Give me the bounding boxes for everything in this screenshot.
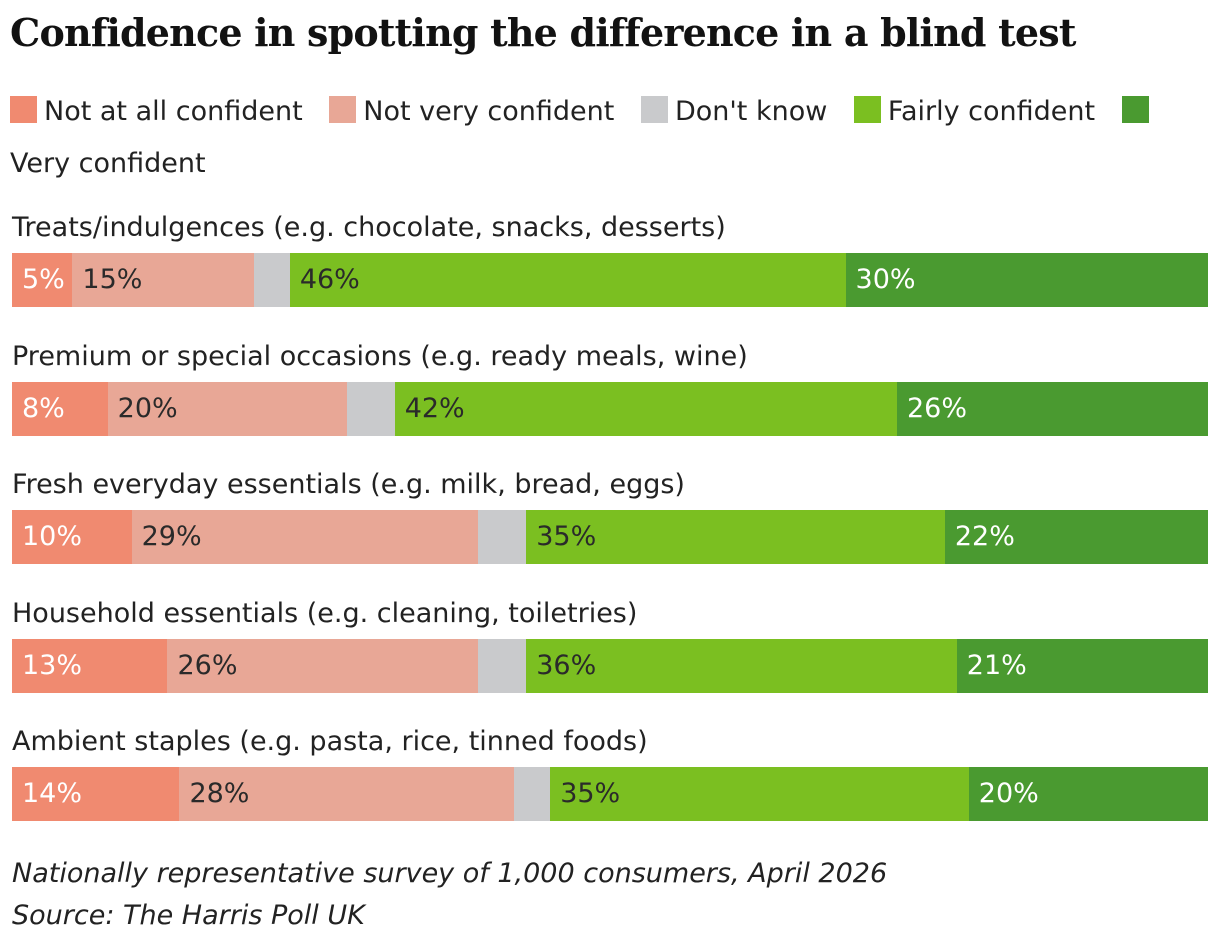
category-label: Fresh everyday essentials (e.g. milk, br…: [12, 469, 685, 500]
bar-segment: 8%: [12, 382, 108, 436]
data-label: 20%: [978, 778, 1039, 809]
bar-segment: 35%: [526, 510, 945, 564]
bar-segment: 15%: [72, 253, 254, 307]
survey-note: Nationally representative survey of 1,00…: [12, 858, 888, 889]
data-label: 15%: [82, 264, 143, 295]
data-label: 21%: [966, 650, 1027, 681]
bar-segment: 42%: [394, 382, 897, 436]
stacked-bar: 5% 15% 46% 30%: [12, 253, 1208, 307]
category-label: Ambient staples (e.g. pasta, rice, tinne…: [12, 726, 648, 757]
bar-segment: [346, 382, 395, 436]
bar-segment: 14%: [12, 767, 180, 821]
data-label: 42%: [404, 393, 465, 424]
legend-swatch: [853, 96, 881, 123]
legend-swatch: [329, 96, 357, 123]
stacked-bar: 8% 20% 42% 26%: [12, 382, 1208, 436]
bar-segment: 20%: [107, 382, 347, 436]
data-label: 26%: [177, 650, 238, 681]
stacked-bar: 13% 26% 36% 21%: [12, 639, 1208, 693]
chart-title: Confidence in spotting the difference in…: [10, 10, 1076, 55]
legend-label: Don't know: [674, 96, 828, 127]
legend-swatch: [640, 96, 668, 123]
stacked-bar: 10% 29% 35% 22%: [12, 510, 1208, 564]
legend-item: Fairly confident: [853, 96, 1096, 127]
bar-segment: [478, 639, 527, 693]
bar-segment: 13%: [12, 639, 168, 693]
source-note: Source: The Harris Poll UK: [12, 900, 365, 931]
category-label: Treats/indulgences (e.g. chocolate, snac…: [12, 212, 726, 243]
data-label: 5%: [22, 264, 65, 295]
bar-segment: 26%: [897, 382, 1208, 436]
bar-segment: 22%: [944, 510, 1208, 564]
legend-label: Not very confident: [363, 96, 615, 127]
data-label: 35%: [536, 521, 597, 552]
legend-label: Not at all confident: [44, 96, 303, 127]
data-label: 13%: [22, 650, 83, 681]
legend-item: Not very confident: [329, 96, 614, 127]
bar-segment: 36%: [526, 639, 957, 693]
legend-item: Not at all confident: [10, 96, 303, 127]
legend-swatch: [10, 96, 37, 123]
data-label: 35%: [560, 778, 621, 809]
data-label: 14%: [22, 778, 83, 809]
bar-segment: [514, 767, 551, 821]
legend-swatch: [1121, 96, 1149, 123]
category-label: Premium or special occasions (e.g. ready…: [12, 341, 748, 372]
bar-segment: 21%: [956, 639, 1208, 693]
bar-segment: 28%: [179, 767, 515, 821]
data-label: 28%: [189, 778, 250, 809]
data-label: 20%: [117, 393, 178, 424]
category-label: Household essentials (e.g. cleaning, toi…: [12, 598, 638, 629]
bar-segment: 46%: [289, 253, 846, 307]
data-label: 10%: [22, 521, 83, 552]
bar-segment: 26%: [167, 639, 479, 693]
data-label: 26%: [907, 393, 968, 424]
bar-segment: [478, 510, 527, 564]
legend-item: Don't know: [640, 96, 828, 127]
chart-legend: Not at all confident Not very confident …: [10, 86, 1205, 190]
legend-label: Very confident: [10, 148, 206, 179]
bar-segment: 29%: [131, 510, 479, 564]
bar-segment: [253, 253, 290, 307]
bar-segment: 30%: [845, 253, 1208, 307]
legend-label: Fairly confident: [887, 96, 1096, 127]
bar-segment: 10%: [12, 510, 132, 564]
bar-segment: 20%: [968, 767, 1208, 821]
data-label: 22%: [954, 521, 1015, 552]
data-label: 30%: [855, 264, 916, 295]
data-label: 8%: [22, 393, 65, 424]
bar-segment: 35%: [550, 767, 969, 821]
data-label: 29%: [141, 521, 202, 552]
data-label: 36%: [536, 650, 597, 681]
legend-item: Very confident: [10, 96, 1156, 179]
stacked-bar: 14% 28% 35% 20%: [12, 767, 1208, 821]
data-label: 46%: [299, 264, 360, 295]
bar-segment: 5%: [12, 253, 73, 307]
